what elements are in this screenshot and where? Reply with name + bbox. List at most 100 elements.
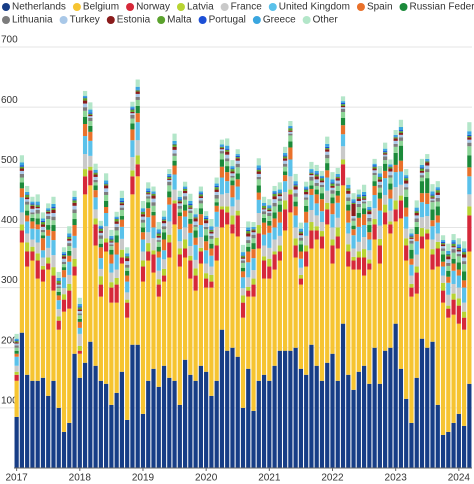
bar-segment — [61, 261, 67, 265]
bar-segment — [377, 176, 382, 180]
bar-segment — [104, 206, 109, 214]
bar-segment — [388, 198, 393, 211]
bar-segment — [314, 182, 319, 186]
bar-segment — [251, 284, 256, 297]
bar-segment — [40, 250, 46, 258]
bar-segment — [383, 178, 388, 195]
y-tick-label: 400 — [1, 215, 18, 226]
bar-segment — [209, 266, 214, 275]
bar-segment — [388, 159, 393, 165]
legend-label: Turkey — [70, 15, 100, 26]
bar-segment — [283, 146, 288, 153]
bar-segment — [288, 350, 293, 468]
bar-segment — [404, 207, 409, 217]
bar-segment — [298, 278, 304, 285]
bar-segment — [430, 195, 435, 198]
bar-segment — [230, 169, 235, 172]
bar-segment — [414, 293, 419, 378]
bar-segment — [467, 142, 472, 147]
bar-segment — [72, 199, 77, 201]
bar-segment — [383, 160, 388, 164]
bar-segment — [440, 434, 446, 468]
bar-segment — [146, 217, 151, 233]
bar-segment — [114, 302, 119, 393]
bar-segment — [119, 263, 125, 372]
bar-segment — [404, 189, 409, 197]
bar-segment — [467, 146, 472, 156]
bar-segment — [319, 175, 325, 178]
bar-segment — [140, 281, 146, 414]
bar-segment — [240, 255, 246, 258]
bar-segment — [19, 168, 25, 171]
bar-segment — [467, 155, 472, 168]
bar-segment — [319, 222, 325, 232]
bar-segment — [409, 287, 414, 297]
bar-segment — [51, 225, 56, 232]
bar-segment — [151, 191, 156, 194]
bar-segment — [146, 232, 151, 244]
bar-segment — [356, 189, 361, 195]
bar-segment — [214, 198, 219, 203]
bar-segment — [388, 164, 393, 167]
bar-segment — [109, 263, 114, 273]
y-tick-label: 100 — [1, 396, 18, 407]
bar-segment — [51, 208, 56, 211]
bar-segment — [35, 206, 40, 209]
bar-segment — [288, 176, 293, 190]
bar-segment — [435, 241, 440, 249]
bar-segment — [214, 226, 219, 238]
bar-segment — [167, 242, 172, 258]
bar-segment — [404, 398, 409, 468]
bar-segment — [77, 327, 82, 334]
bar-segment — [56, 288, 61, 292]
bar-segment — [19, 182, 25, 189]
bar-segment — [404, 169, 409, 176]
bar-segment — [456, 238, 461, 245]
bar-segment — [72, 247, 77, 259]
bar-segment — [140, 200, 146, 209]
bar-segment — [240, 302, 246, 318]
bar-segment — [251, 226, 256, 229]
bar-segment — [198, 203, 203, 209]
bar-segment — [204, 211, 209, 217]
bar-segment — [146, 188, 151, 191]
bar-segment — [340, 134, 346, 147]
bar-segment — [19, 173, 25, 178]
bar-segment — [151, 250, 156, 255]
bar-segment — [146, 196, 151, 199]
bar-segment — [351, 199, 356, 202]
bar-segment — [309, 185, 314, 189]
bar-segment — [235, 215, 240, 237]
bar-segment — [98, 243, 103, 248]
bar-segment — [209, 255, 214, 267]
bar-segment — [267, 205, 272, 208]
bar-segment — [340, 104, 346, 106]
bar-segment — [225, 212, 230, 225]
bar-segment — [330, 245, 335, 264]
bar-segment — [35, 242, 40, 254]
bar-segment — [351, 235, 356, 249]
bar-segment — [51, 231, 56, 241]
bar-segment — [67, 238, 72, 241]
bar-segment — [288, 125, 293, 128]
bar-segment — [419, 193, 425, 203]
bar-segment — [198, 208, 203, 215]
bar-segment — [361, 237, 367, 250]
bar-segment — [330, 183, 335, 186]
bar-segment — [151, 186, 156, 192]
bar-segment — [414, 210, 419, 212]
bar-segment — [367, 211, 372, 215]
bar-segment — [93, 218, 98, 225]
bar-segment — [356, 206, 361, 214]
bar-segment — [25, 210, 30, 216]
bar-segment — [225, 172, 230, 182]
bar-segment — [109, 242, 114, 245]
bar-segment — [346, 204, 351, 211]
bar-segment — [35, 205, 40, 207]
bar-segment — [88, 170, 93, 186]
bar-segment — [467, 139, 472, 143]
bar-segment — [388, 183, 393, 190]
bar-segment — [135, 176, 140, 345]
y-tick-label: 600 — [1, 95, 18, 106]
bar-segment — [51, 275, 56, 291]
